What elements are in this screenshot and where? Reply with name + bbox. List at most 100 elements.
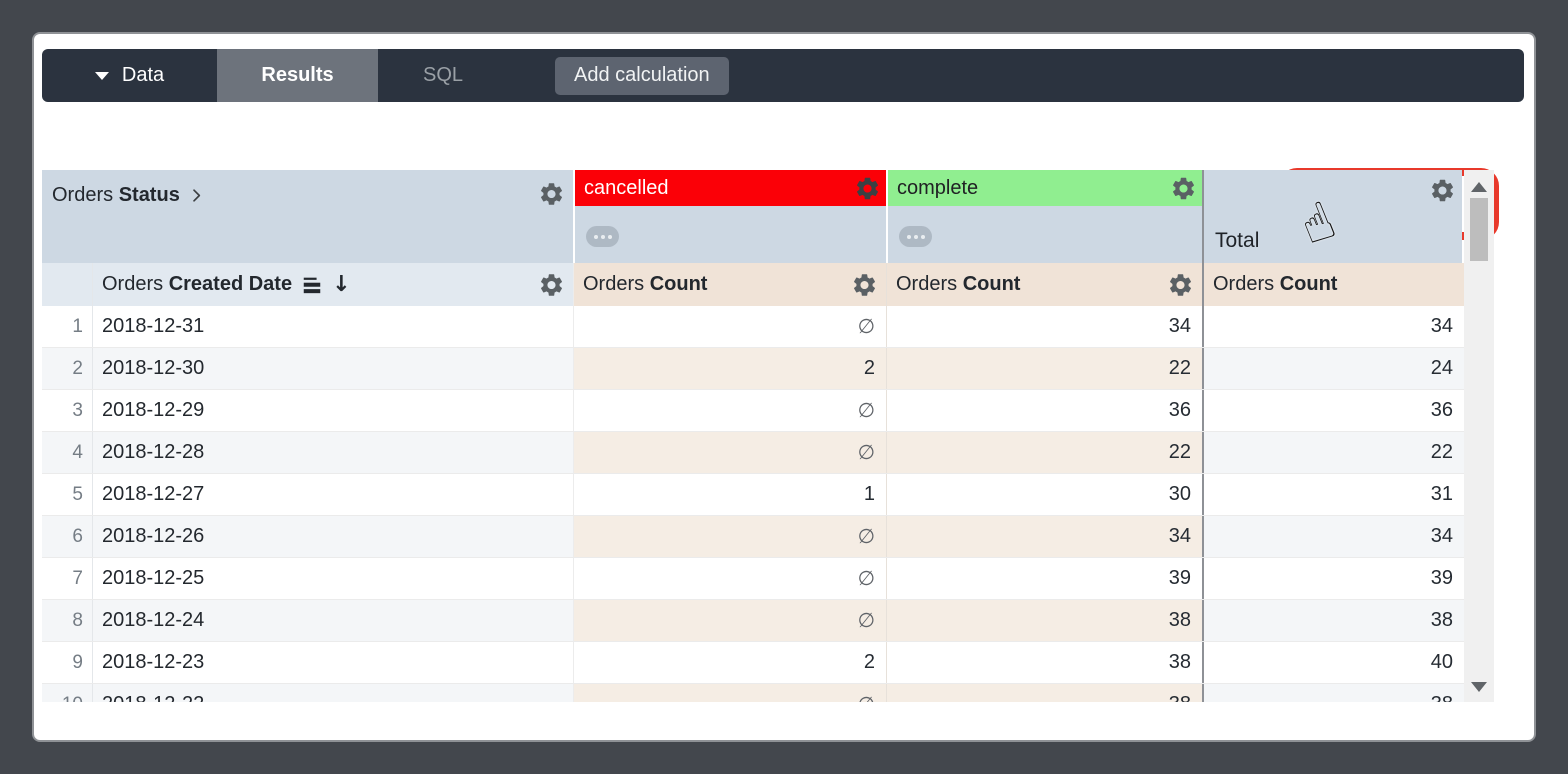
pivot-column-cancelled: cancelled (573, 170, 886, 263)
cancelled-count-cell: 2 (573, 348, 886, 389)
total-column-label: Total (1215, 229, 1260, 252)
complete-count-cell: 39 (886, 558, 1202, 599)
results-panel: Data Results SQL Add calculation Row Lim… (32, 32, 1536, 742)
complete-count-cell: 34 (886, 306, 1202, 347)
date-cell: 2018-12-30 (92, 348, 573, 389)
table-row: 9 2018-12-23 2 38 40 (42, 642, 1494, 684)
total-count-cell: 38 (1202, 684, 1464, 702)
row-number-cell: 3 (72, 399, 83, 421)
gear-icon[interactable] (1167, 271, 1194, 298)
dimension-header-orders-status[interactable]: Orders Status (42, 170, 573, 263)
row-number-cell: 6 (42, 516, 92, 557)
date-granularity-icon[interactable] (301, 274, 323, 296)
pivot-table: Orders Status cancelled complete (42, 170, 1494, 702)
pivot-complete-chip[interactable]: complete (888, 170, 1202, 206)
pivot-cancelled-chip[interactable]: cancelled (575, 170, 886, 206)
explorer-toolbar: Data Results SQL Add calculation (42, 49, 1524, 102)
scroll-down-arrow-icon[interactable] (1471, 682, 1487, 692)
total-count-cell: 24 (1202, 348, 1464, 389)
pivot-expand-ellipsis[interactable] (586, 226, 619, 247)
data-dropdown-icon (94, 71, 109, 80)
complete-count-cell: 34 (886, 516, 1202, 557)
table-row: 1 2018-12-31 ∅ 34 34 (42, 306, 1494, 348)
pivot-expand-ellipsis[interactable] (899, 226, 932, 247)
gear-icon[interactable] (854, 175, 881, 202)
tab-sql[interactable]: SQL (422, 64, 464, 86)
gear-icon[interactable] (538, 181, 565, 208)
pivot-complete-label: complete (897, 176, 979, 199)
total-count-cell: 34 (1202, 306, 1464, 347)
chevron-right-icon (188, 187, 205, 204)
orders-count-header-cancelled[interactable]: Orders Count (573, 263, 886, 306)
row-number-cell: 10 (42, 684, 92, 702)
row-number-cell: 2 (42, 348, 92, 389)
total-count-cell: 40 (1202, 642, 1464, 683)
orders-count-label: Orders Count (1213, 273, 1338, 295)
row-number-header (42, 263, 92, 306)
total-count-cell: 22 (1202, 432, 1464, 473)
add-calculation-button[interactable]: Add calculation (555, 56, 729, 95)
data-section-toggle[interactable]: Data (42, 49, 217, 102)
total-count-cell: 39 (1202, 558, 1464, 599)
result-controls: Row Limit Column Limit Totals Row Totals… (34, 102, 1534, 258)
orders-count-header-complete[interactable]: Orders Count (886, 263, 1202, 306)
pivot-cancelled-label: cancelled (584, 176, 669, 199)
date-cell: 2018-12-31 (92, 306, 573, 347)
measure-header-row: Orders Created Date ↓ Orders Count Order… (42, 263, 1494, 306)
gear-icon[interactable] (1170, 175, 1197, 202)
orders-created-date-header[interactable]: Orders Created Date ↓ (92, 263, 573, 306)
cancelled-count-cell: ∅ (573, 306, 886, 347)
complete-count-cell: 22 (886, 432, 1202, 473)
created-date-label: Orders Created Date (102, 273, 293, 295)
cancelled-count-cell: ∅ (573, 558, 886, 599)
gear-icon[interactable] (1429, 177, 1456, 204)
total-count-cell: 34 (1202, 516, 1464, 557)
date-cell: 2018-12-28 (92, 432, 573, 473)
data-section-label: Data (121, 64, 165, 86)
table-row: 7 2018-12-25 ∅ 39 39 (42, 558, 1494, 600)
row-number-cell: 8 (42, 600, 92, 641)
row-number-cell: 7 (72, 567, 83, 589)
dimension-header-label: Orders Status (52, 184, 180, 206)
table-row: 2 2018-12-30 2 22 24 (42, 348, 1494, 390)
date-cell: 2018-12-27 (92, 474, 573, 515)
complete-count-cell: 38 (886, 642, 1202, 683)
cancelled-count-cell: ∅ (573, 390, 886, 431)
table-row: 6 2018-12-26 ∅ 34 34 (42, 516, 1494, 558)
complete-count-cell: 36 (886, 390, 1202, 431)
vertical-scrollbar[interactable] (1464, 170, 1494, 702)
scroll-up-arrow-icon[interactable] (1471, 182, 1487, 192)
row-number-cell: 5 (72, 483, 83, 505)
cancelled-count-cell: ∅ (573, 516, 886, 557)
cancelled-count-cell: 2 (573, 642, 886, 683)
date-cell: 2018-12-22 (92, 684, 573, 702)
total-count-cell: 31 (1202, 474, 1464, 515)
row-number-cell: 4 (42, 432, 92, 473)
row-number-cell: 1 (72, 315, 83, 337)
complete-count-cell: 38 (886, 684, 1202, 702)
tab-results[interactable]: Results (217, 49, 378, 102)
gear-icon[interactable] (851, 271, 878, 298)
table-row: 10 2018-12-22 ∅ 38 38 (42, 684, 1494, 702)
pivot-header-row: Orders Status cancelled complete (42, 170, 1494, 263)
orders-count-header-total[interactable]: Orders Count (1202, 263, 1464, 306)
table-row: 4 2018-12-28 ∅ 22 22 (42, 432, 1494, 474)
date-cell: 2018-12-29 (92, 390, 573, 431)
pivot-column-complete: complete (886, 170, 1202, 263)
row-number-cell: 9 (72, 651, 83, 673)
cancelled-count-cell: ∅ (573, 684, 886, 702)
cancelled-count-cell: 1 (573, 474, 886, 515)
date-cell: 2018-12-25 (92, 558, 573, 599)
gear-icon[interactable] (538, 271, 565, 298)
table-row: 5 2018-12-27 1 30 31 (42, 474, 1494, 516)
scrollbar-thumb[interactable] (1470, 198, 1488, 261)
date-cell: 2018-12-23 (92, 642, 573, 683)
sort-descending-icon[interactable]: ↓ (332, 272, 351, 297)
table-row: 8 2018-12-24 ∅ 38 38 (42, 600, 1494, 642)
date-cell: 2018-12-24 (92, 600, 573, 641)
complete-count-cell: 30 (886, 474, 1202, 515)
table-body: 1 2018-12-31 ∅ 34 34 2 2018-12-30 2 22 2… (42, 306, 1494, 702)
complete-count-cell: 22 (886, 348, 1202, 389)
orders-count-label: Orders Count (583, 273, 708, 295)
cancelled-count-cell: ∅ (573, 432, 886, 473)
